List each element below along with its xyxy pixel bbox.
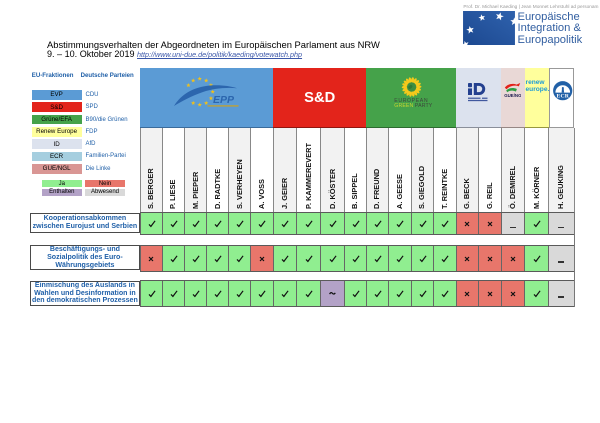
svg-text:EUROPEAN: EUROPEAN: [394, 98, 428, 104]
svg-text:EPP: EPP: [213, 94, 235, 106]
svg-text:GUE/NGL: GUE/NGL: [504, 93, 521, 98]
svg-text:GREEN PARTY: GREEN PARTY: [394, 103, 432, 108]
svg-text:ECR: ECR: [556, 93, 569, 99]
